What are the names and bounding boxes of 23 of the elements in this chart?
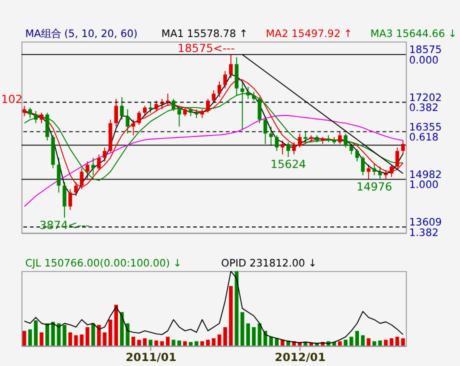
text: MA3 15644.66 ↓ <box>370 28 457 40</box>
y-tick-label: 13609 <box>409 216 442 229</box>
annotation: 14976 <box>356 180 392 194</box>
y2-tick-label: 0.382 <box>409 102 438 114</box>
y2-tick-label: 1.382 <box>409 226 438 239</box>
series-label: OPID 231812.00 ↓ <box>221 257 317 270</box>
annotation: 15624 <box>270 158 306 172</box>
chart-title: MA组合 (5, 10, 20, 60) <box>25 28 138 40</box>
y2-tick-label: 0.000 <box>409 54 438 66</box>
x-tick-label: 2011/01 <box>126 351 177 364</box>
annotation: 3874<--- <box>40 218 90 232</box>
text: MA1 15578.78 ↑ <box>161 28 248 40</box>
y2-tick-label: 0.618 <box>409 132 438 144</box>
y-tick-label: 18575 <box>409 44 442 56</box>
annotation: 102 <box>1 92 22 106</box>
y-tick-label: 17202 <box>409 92 442 104</box>
annotation: 18575<--- <box>178 42 235 55</box>
text: MA2 15497.92 ↑ <box>266 28 352 40</box>
text: CJL 150766.00(0.00:100.00) ↓ <box>25 257 182 270</box>
x-tick-label: 2012/01 <box>274 351 326 364</box>
y-tick-label: 14982 <box>409 168 442 181</box>
y2-tick-label: 1.000 <box>409 179 438 192</box>
y-tick-label: 16355 <box>409 121 442 134</box>
